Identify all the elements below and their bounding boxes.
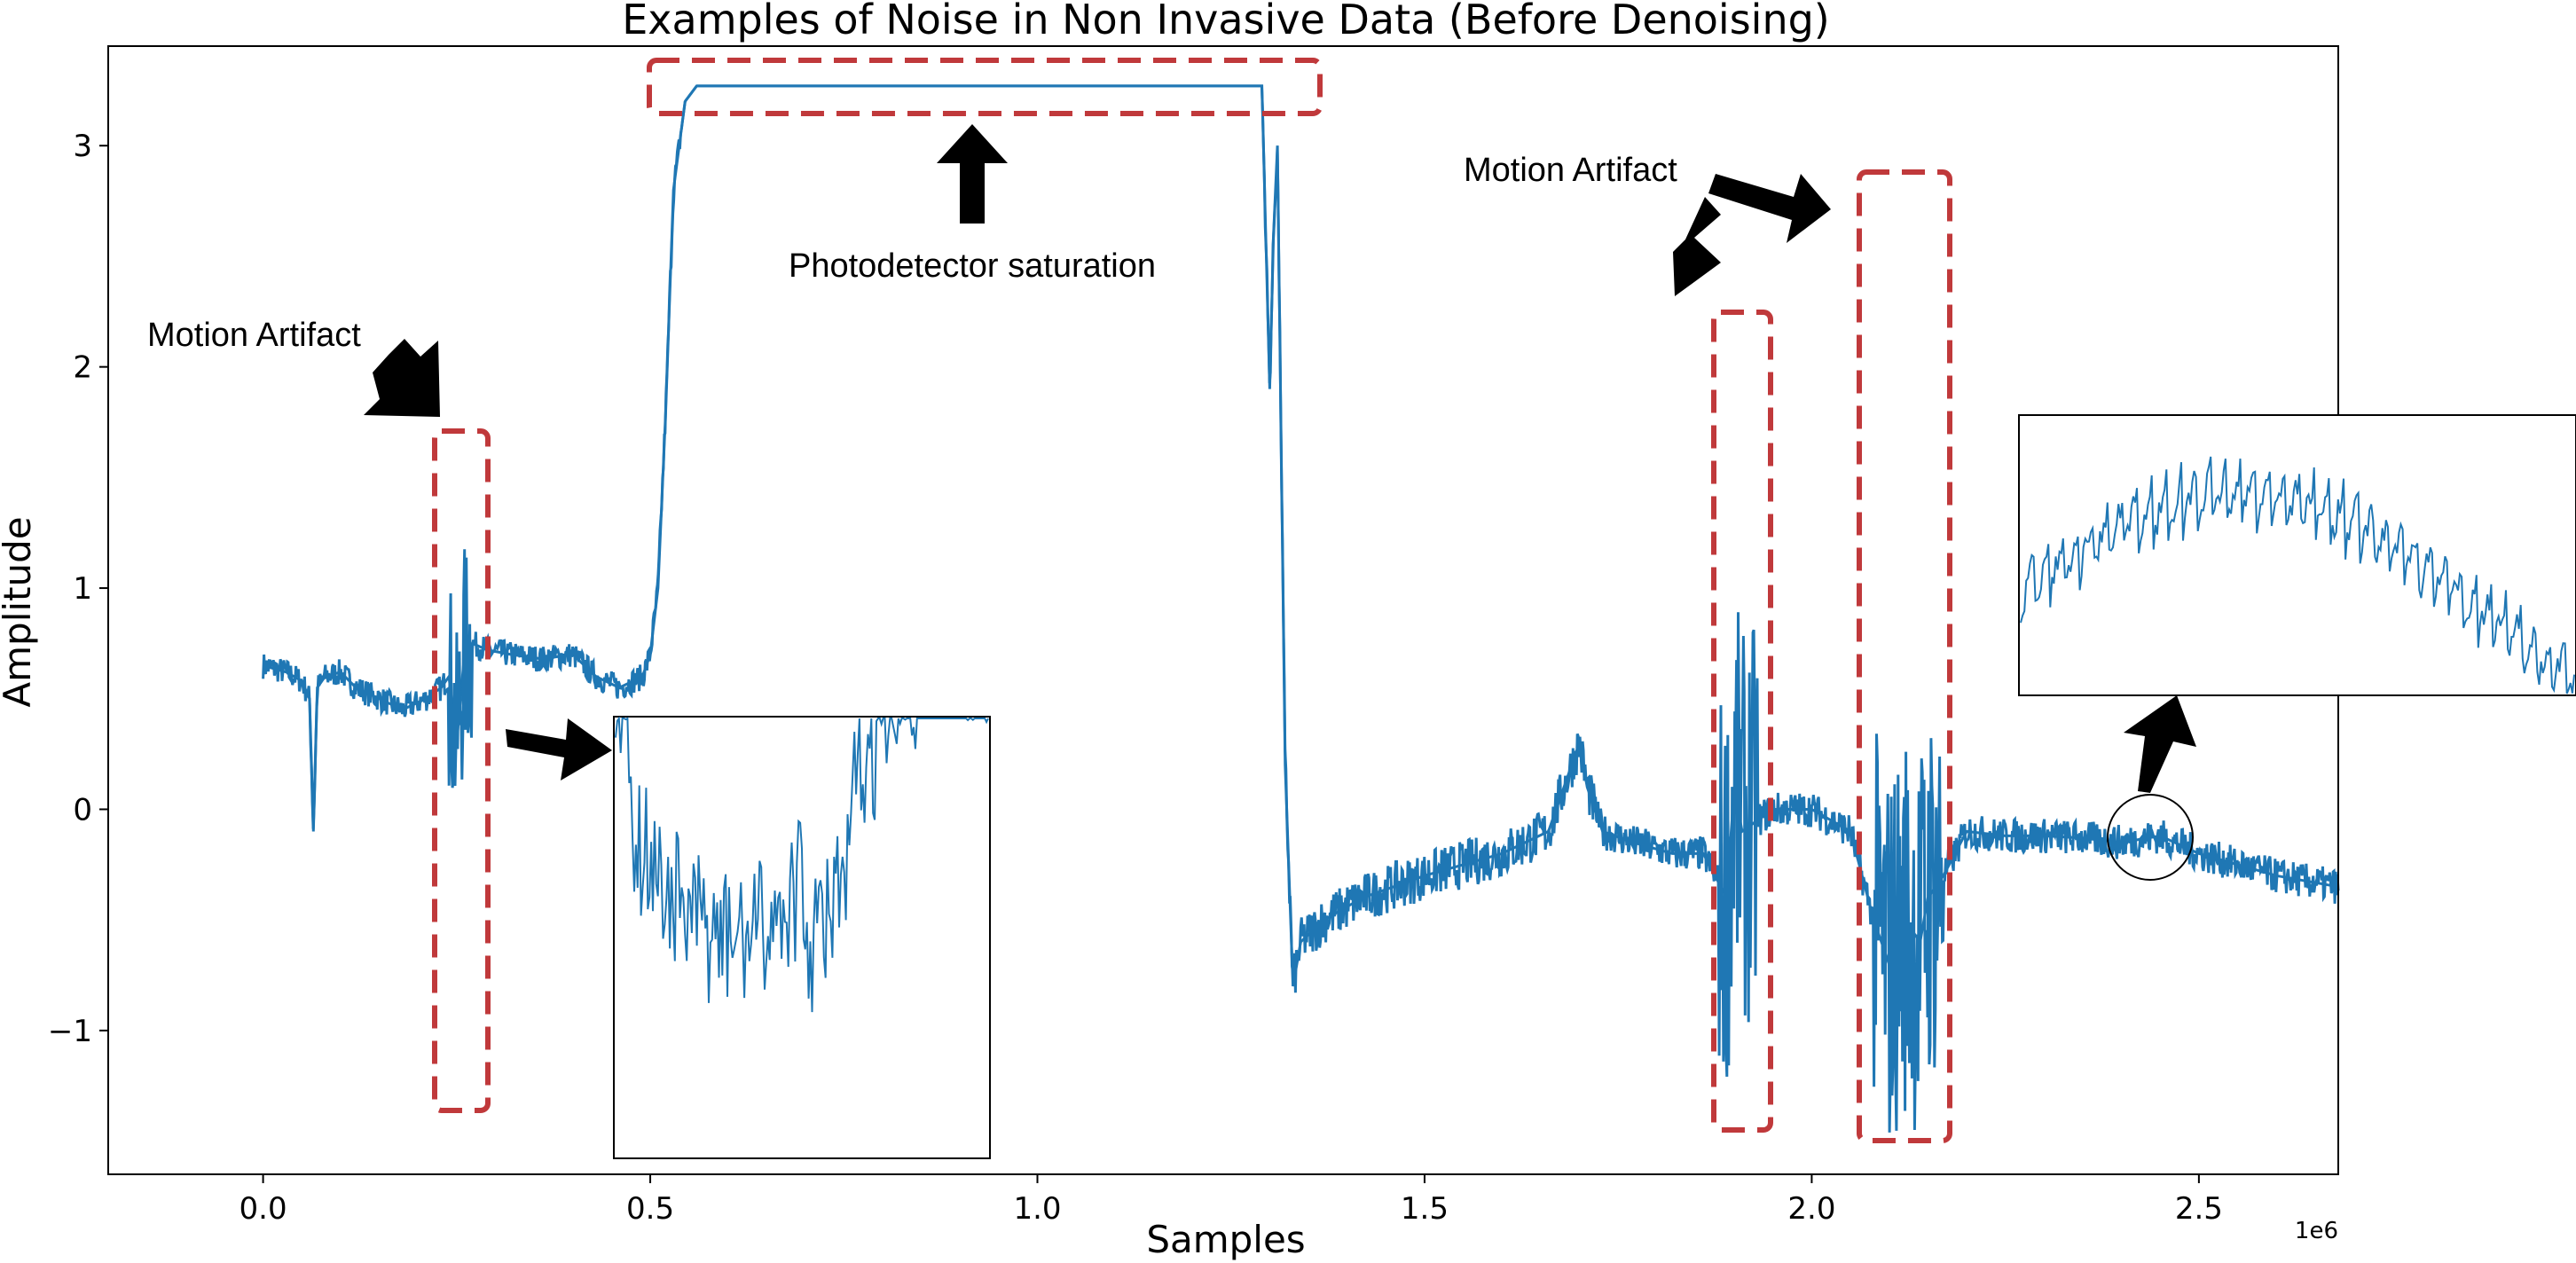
- motion-artifact-box-3: [1857, 169, 1952, 1143]
- y-tick-label: −1: [48, 1014, 92, 1049]
- annotation-boxes: [432, 58, 1952, 1143]
- x-tick-label: 2.5: [2175, 1191, 2223, 1227]
- arrow-icon: [364, 339, 440, 417]
- y-tick-label: 1: [73, 571, 92, 607]
- arrow-icon: [1673, 197, 1721, 296]
- chart-title: Examples of Noise in Non Invasive Data (…: [622, 0, 1830, 43]
- arrow-icon: [2124, 695, 2196, 793]
- x-tick-label: 1.5: [1401, 1191, 1449, 1227]
- x-tick-label: 0.0: [240, 1191, 287, 1227]
- x-tick-label: 1.0: [1013, 1191, 1061, 1227]
- y-tick-label: 3: [73, 129, 92, 164]
- saturation-box: [647, 58, 1323, 116]
- y-axis-label: Amplitude: [0, 516, 39, 707]
- motion-artifact-box-2: [1711, 310, 1773, 1133]
- x-axis-offset-label: 1e6: [2295, 1218, 2338, 1244]
- arrow-icon: [506, 718, 612, 781]
- inset-1-line: [615, 717, 989, 1013]
- inset-zoom-2: [2018, 414, 2576, 696]
- axis-ticks: 0.0 0.5 1.0 1.5 2.0 2.5 −1 0 1 2 3: [48, 129, 2223, 1227]
- y-tick-label: 0: [73, 792, 92, 828]
- x-tick-label: 0.5: [626, 1191, 674, 1227]
- plot-area-frame: [107, 45, 2339, 1175]
- arrow-icon: [1708, 174, 1831, 243]
- x-axis-label: Samples: [1146, 1218, 1305, 1261]
- series-noise: [262, 84, 2340, 1133]
- arrow-icon: [937, 124, 1008, 224]
- annotation-motion-artifact-2: Motion Artifact: [1464, 152, 1677, 189]
- inset-2-line: [2020, 456, 2575, 694]
- annotation-arrows: [364, 124, 2196, 793]
- series-lines: [262, 84, 2340, 1133]
- annotation-motion-artifact-1: Motion Artifact: [147, 317, 361, 354]
- inset-zoom-1: [613, 716, 991, 1159]
- zoom-circle: [2107, 794, 2194, 881]
- x-tick-label: 2.0: [1787, 1191, 1835, 1227]
- y-tick-label: 2: [73, 350, 92, 386]
- annotation-photodetector-saturation: Photodetector saturation: [789, 247, 1156, 285]
- motion-artifact-box-1: [432, 428, 491, 1113]
